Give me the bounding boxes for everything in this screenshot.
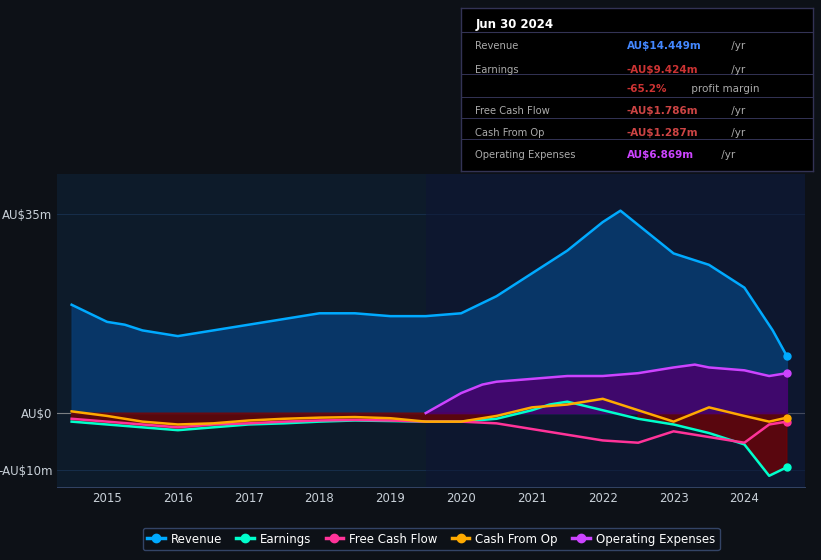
Text: -AU$1.786m: -AU$1.786m (626, 106, 698, 116)
Text: Earnings: Earnings (475, 66, 519, 75)
Bar (426, 174, 815, 487)
Text: AU$14.449m: AU$14.449m (626, 41, 701, 51)
Text: Free Cash Flow: Free Cash Flow (475, 106, 550, 116)
Text: /yr: /yr (728, 128, 745, 138)
Text: AU$6.869m: AU$6.869m (626, 151, 694, 161)
Text: Jun 30 2024: Jun 30 2024 (475, 18, 553, 31)
Text: /yr: /yr (718, 151, 736, 161)
Text: /yr: /yr (728, 106, 745, 116)
Text: /yr: /yr (728, 66, 745, 75)
Text: -AU$9.424m: -AU$9.424m (626, 66, 698, 75)
Text: Cash From Op: Cash From Op (475, 128, 545, 138)
Text: Revenue: Revenue (475, 41, 519, 51)
Text: -AU$1.287m: -AU$1.287m (626, 128, 698, 138)
Text: profit margin: profit margin (688, 84, 759, 94)
Text: -65.2%: -65.2% (626, 84, 667, 94)
Text: /yr: /yr (728, 41, 745, 51)
Text: Operating Expenses: Operating Expenses (475, 151, 576, 161)
Legend: Revenue, Earnings, Free Cash Flow, Cash From Op, Operating Expenses: Revenue, Earnings, Free Cash Flow, Cash … (143, 528, 719, 550)
